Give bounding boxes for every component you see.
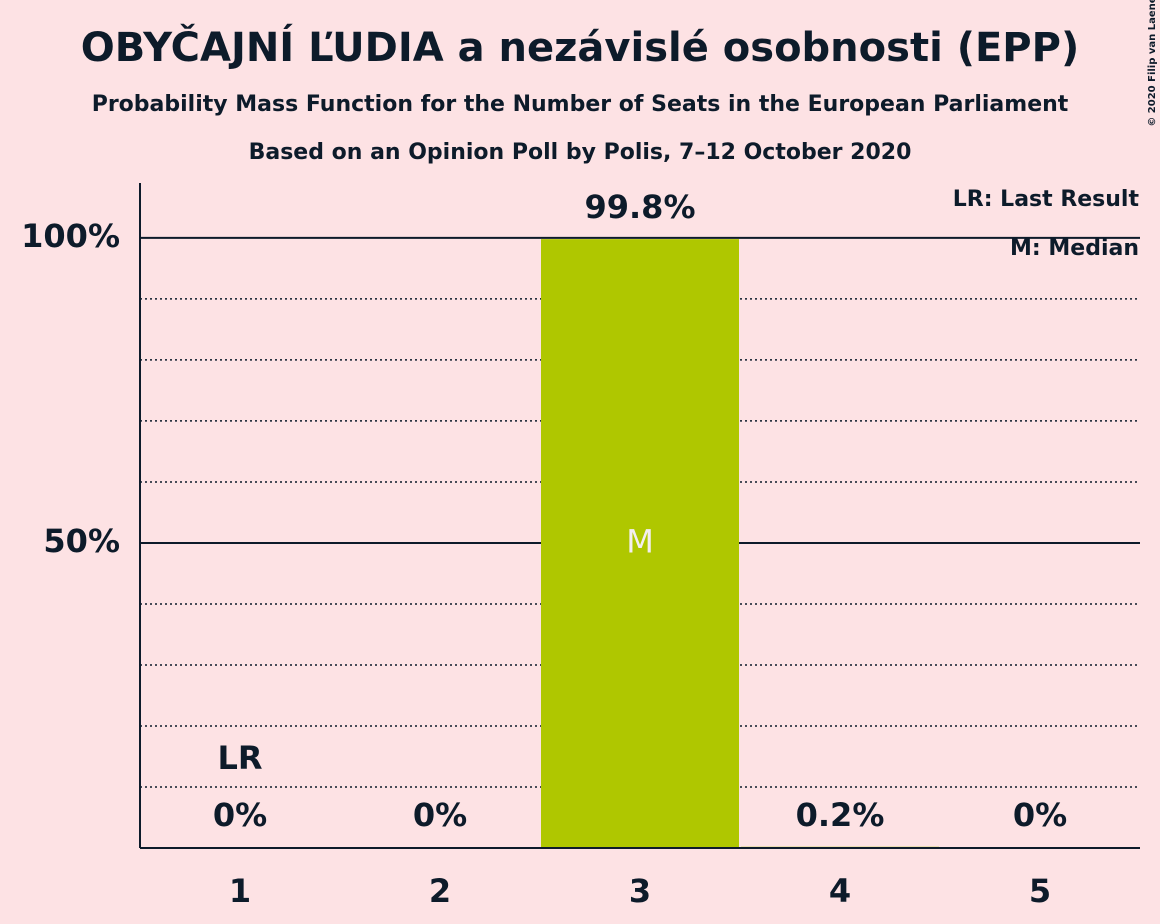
- chart-subtitle: Probability Mass Function for the Number…: [92, 92, 1069, 117]
- x-tick-label: 3: [629, 872, 651, 910]
- credit: © 2020 Filip van Laenen: [1147, 0, 1158, 127]
- y-tick-label: 50%: [43, 522, 120, 560]
- marker-label: LR: [217, 739, 262, 777]
- bar: [541, 239, 739, 849]
- x-tick-label: 4: [829, 872, 851, 910]
- value-label: 0%: [1013, 796, 1067, 834]
- value-label: 0%: [213, 796, 267, 834]
- y-tick-label: 100%: [21, 217, 120, 255]
- chart-caption: Based on an Opinion Poll by Polis, 7–12 …: [249, 140, 912, 165]
- value-label: 99.8%: [584, 188, 695, 226]
- x-tick-label: 2: [429, 872, 451, 910]
- marker-label: M: [626, 523, 654, 561]
- value-label: 0%: [413, 796, 467, 834]
- legend-entry: M: Median: [1010, 236, 1139, 261]
- x-tick-label: 1: [229, 872, 251, 910]
- x-tick-label: 5: [1029, 872, 1051, 910]
- legend-entry: LR: Last Result: [953, 187, 1140, 212]
- value-label: 0.2%: [796, 796, 885, 834]
- chart-title: OBYČAJNÍ ĽUDIA a nezávislé osobnosti (EP…: [81, 23, 1079, 71]
